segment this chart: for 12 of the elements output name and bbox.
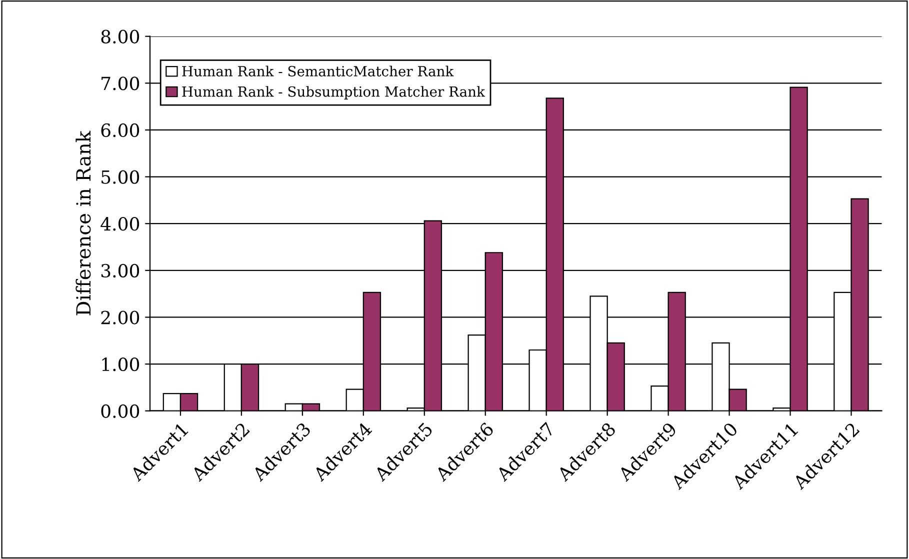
- y-tick-label: 4.00: [100, 217, 140, 231]
- y-tick-label: 3.00: [101, 264, 140, 278]
- legend-label: Human Rank - Subsumption Matcher Rank: [182, 86, 486, 100]
- y-tick-label: 6.00: [101, 123, 140, 138]
- y-tick-label: 1.00: [102, 358, 140, 372]
- y-tick-label: 7.00: [102, 76, 140, 90]
- y-tick-label: 0.00: [101, 404, 140, 418]
- y-tick-label: 2.00: [101, 310, 140, 324]
- y-axis-title: Difference in Rank: [76, 130, 91, 316]
- legend-label: Human Rank - SemanticMatcher Rank: [182, 66, 454, 76]
- y-tick-label: 8.00: [101, 30, 140, 44]
- y-tick-label: 5.00: [102, 170, 140, 184]
